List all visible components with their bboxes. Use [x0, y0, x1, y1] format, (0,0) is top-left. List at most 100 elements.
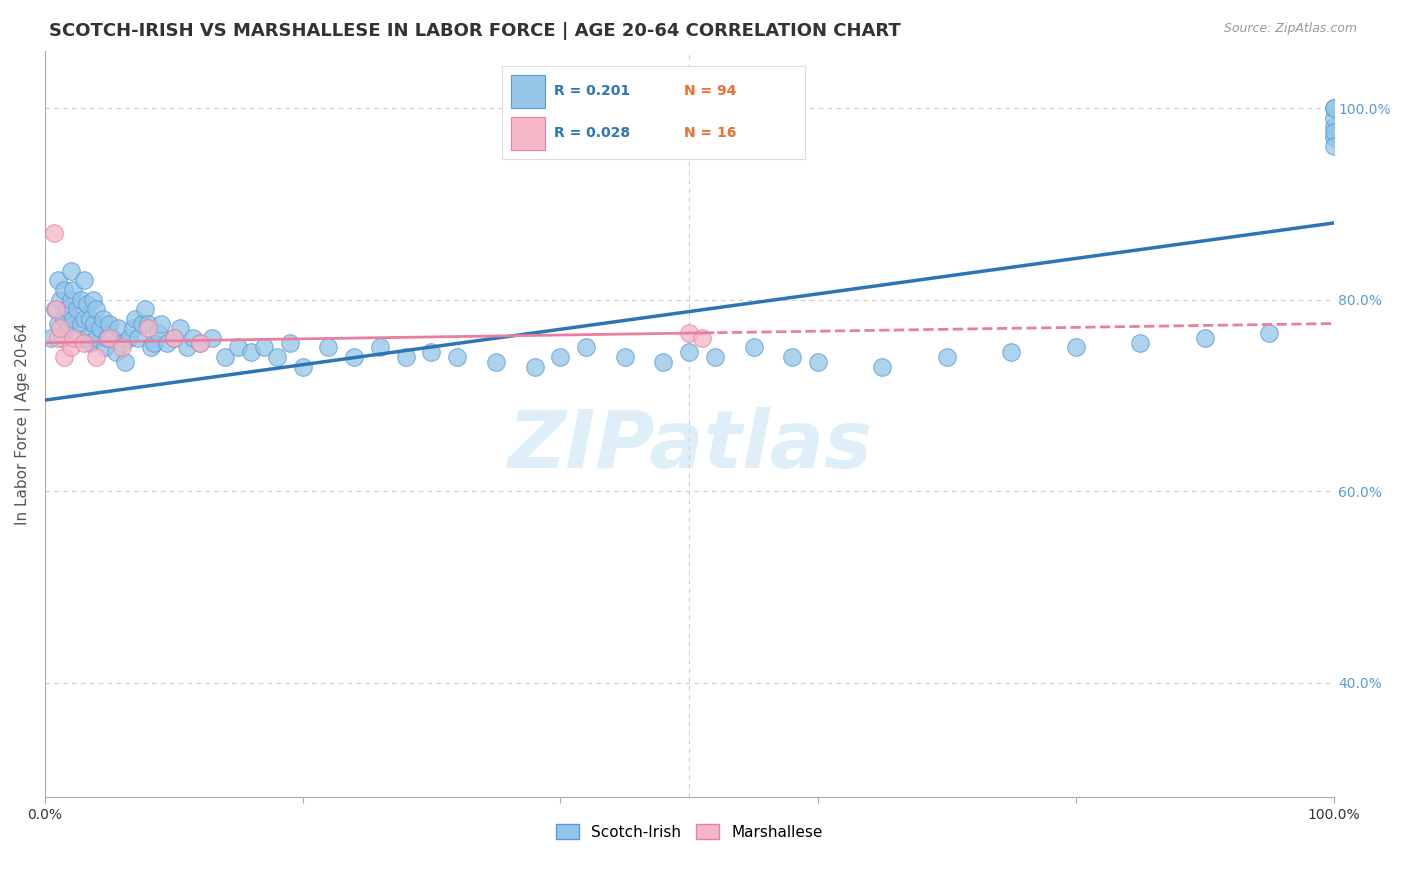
- Point: [613, 350, 636, 364]
- Point: [42, 226, 65, 240]
- Point: [188, 335, 211, 350]
- Point: [1000, 345, 1022, 359]
- Point: [652, 355, 675, 369]
- Point: [678, 326, 700, 340]
- Point: [72, 335, 94, 350]
- Point: [240, 345, 263, 359]
- Point: [163, 331, 186, 345]
- Point: [368, 341, 391, 355]
- Point: [66, 302, 89, 317]
- Point: [62, 311, 84, 326]
- Point: [1322, 125, 1344, 139]
- Point: [1194, 331, 1216, 345]
- Point: [149, 317, 172, 331]
- Point: [114, 355, 136, 369]
- Text: Source: ZipAtlas.com: Source: ZipAtlas.com: [1223, 22, 1357, 36]
- Point: [226, 341, 249, 355]
- Point: [59, 293, 82, 307]
- Point: [278, 335, 301, 350]
- Point: [690, 331, 713, 345]
- Point: [62, 283, 84, 297]
- Point: [446, 350, 468, 364]
- Point: [935, 350, 957, 364]
- Point: [111, 341, 134, 355]
- Point: [98, 317, 121, 331]
- Text: SCOTCH-IRISH VS MARSHALLESE IN LABOR FORCE | AGE 20-64 CORRELATION CHART: SCOTCH-IRISH VS MARSHALLESE IN LABOR FOR…: [49, 22, 901, 40]
- Point: [59, 341, 82, 355]
- Point: [156, 335, 179, 350]
- Point: [46, 273, 69, 287]
- Point: [70, 317, 93, 331]
- Point: [1258, 326, 1281, 340]
- Point: [131, 317, 153, 331]
- Point: [53, 350, 76, 364]
- Point: [75, 331, 97, 345]
- Point: [104, 345, 127, 359]
- Point: [107, 321, 129, 335]
- Point: [72, 273, 94, 287]
- Text: ZIPatlas: ZIPatlas: [506, 408, 872, 485]
- Point: [124, 311, 146, 326]
- Point: [872, 359, 894, 374]
- Point: [46, 331, 69, 345]
- Point: [291, 359, 314, 374]
- Y-axis label: In Labor Force | Age 20-64: In Labor Force | Age 20-64: [15, 323, 31, 525]
- Point: [53, 283, 76, 297]
- Legend: Scotch-Irish, Marshallese: Scotch-Irish, Marshallese: [550, 818, 828, 846]
- Point: [1322, 139, 1344, 153]
- Point: [96, 331, 118, 345]
- Point: [72, 311, 94, 326]
- Point: [59, 264, 82, 278]
- Point: [1322, 129, 1344, 144]
- Point: [127, 331, 149, 345]
- Point: [704, 350, 727, 364]
- Point: [807, 355, 830, 369]
- Point: [782, 350, 804, 364]
- Point: [163, 331, 186, 345]
- Point: [83, 317, 105, 331]
- Point: [148, 326, 170, 340]
- Point: [1064, 341, 1087, 355]
- Point: [253, 341, 276, 355]
- Point: [89, 321, 111, 335]
- Point: [66, 331, 89, 345]
- Point: [201, 331, 224, 345]
- Point: [169, 321, 191, 335]
- Point: [98, 331, 121, 345]
- Point: [678, 345, 700, 359]
- Point: [575, 341, 598, 355]
- Point: [136, 321, 159, 335]
- Point: [143, 335, 166, 350]
- Point: [79, 335, 101, 350]
- Point: [49, 321, 72, 335]
- Point: [139, 341, 162, 355]
- Point: [94, 341, 117, 355]
- Point: [134, 302, 156, 317]
- Point: [136, 317, 159, 331]
- Point: [49, 293, 72, 307]
- Point: [1322, 120, 1344, 135]
- Point: [45, 302, 67, 317]
- Point: [44, 302, 66, 317]
- Point: [523, 359, 546, 374]
- Point: [51, 331, 73, 345]
- Point: [86, 302, 108, 317]
- Point: [318, 341, 340, 355]
- Point: [176, 341, 198, 355]
- Point: [76, 297, 98, 311]
- Point: [266, 350, 288, 364]
- Point: [86, 331, 108, 345]
- Point: [53, 311, 76, 326]
- Point: [91, 311, 114, 326]
- Point: [62, 331, 84, 345]
- Point: [742, 341, 765, 355]
- Point: [79, 311, 101, 326]
- Point: [1322, 111, 1344, 125]
- Point: [420, 345, 443, 359]
- Point: [86, 350, 108, 364]
- Point: [188, 335, 211, 350]
- Point: [485, 355, 508, 369]
- Point: [395, 350, 418, 364]
- Point: [1129, 335, 1152, 350]
- Point: [111, 335, 134, 350]
